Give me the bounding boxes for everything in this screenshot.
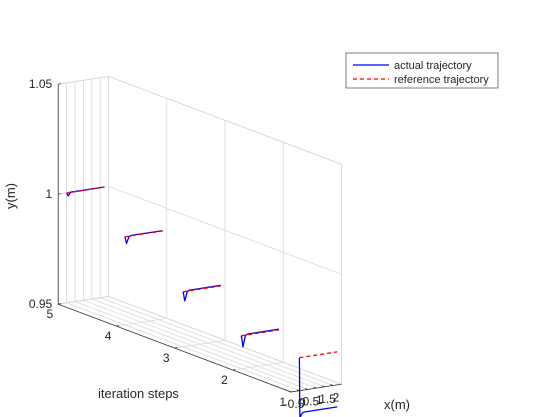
y-grid-side bbox=[108, 76, 342, 165]
reference-trajectory-iter-3 bbox=[182, 285, 221, 293]
z-axis-label: iteration steps bbox=[98, 386, 179, 401]
y-axis-label: y(m) bbox=[3, 183, 18, 209]
z-tick-label: 3 bbox=[163, 351, 170, 365]
x-tick-label: 0 bbox=[299, 396, 306, 410]
z-tick-label: 2 bbox=[221, 373, 228, 387]
actual-trajectory-iter-2 bbox=[240, 328, 280, 348]
z-tick-mark bbox=[174, 347, 178, 349]
x-tick-mark bbox=[321, 385, 325, 388]
reference-trajectory-iter-5 bbox=[66, 186, 105, 194]
z-tick-label: 5 bbox=[47, 307, 54, 321]
y-tick-label: 1 bbox=[46, 187, 53, 201]
legend-box bbox=[345, 52, 499, 89]
y-tick-mark bbox=[58, 303, 62, 305]
z-grid-floor bbox=[174, 339, 226, 349]
axis-lines bbox=[57, 83, 342, 393]
x-tick-label: 1 bbox=[316, 393, 323, 407]
z-tick-label: 1 bbox=[279, 395, 286, 409]
y-grid-back bbox=[58, 76, 109, 85]
z-grid-floor bbox=[232, 361, 284, 371]
y-grid-side bbox=[108, 296, 342, 385]
z-tick-mark bbox=[116, 325, 119, 327]
x-tick-mark bbox=[305, 388, 308, 390]
legend-reference-label: reference trajectory bbox=[394, 74, 489, 86]
z-tick-mark bbox=[290, 391, 294, 393]
y-grid-back bbox=[58, 296, 109, 305]
plot-area bbox=[66, 186, 338, 417]
x-tick-mark bbox=[313, 386, 317, 389]
x-tick-mark bbox=[330, 384, 334, 386]
reference-trajectory-iter-2 bbox=[241, 329, 280, 337]
legend: actual trajectory reference trajectory bbox=[345, 52, 499, 89]
actual-trajectory-iter-3 bbox=[182, 284, 221, 302]
z-grid-floor bbox=[116, 318, 167, 327]
actual-trajectory-iter-1 bbox=[298, 357, 338, 417]
actual-trajectory-iter-4 bbox=[124, 229, 163, 245]
reference-trajectory-iter-4 bbox=[124, 230, 163, 238]
x-tick-label: 0.5 bbox=[302, 394, 319, 408]
y-tick-mark bbox=[58, 193, 62, 195]
x-tick-label: 1.5 bbox=[319, 392, 336, 406]
y-tick-label: 0.95 bbox=[29, 297, 53, 311]
axes-panes bbox=[56, 75, 343, 393]
x-axis-label: x(m) bbox=[384, 397, 410, 412]
x-tick-mark bbox=[288, 390, 292, 393]
z-tick-label: 4 bbox=[105, 329, 112, 343]
grid-lines bbox=[57, 76, 342, 393]
legend-actual-label: actual trajectory bbox=[394, 60, 472, 72]
reference-trajectory-iter-1 bbox=[299, 351, 338, 359]
y-tick-mark bbox=[58, 83, 62, 85]
y-tick-label: 1.05 bbox=[29, 77, 53, 91]
x-tick-label: 2 bbox=[333, 391, 340, 405]
z-tick-mark bbox=[232, 369, 236, 371]
x-tick-mark bbox=[296, 389, 300, 392]
y-grid-side bbox=[108, 186, 342, 275]
